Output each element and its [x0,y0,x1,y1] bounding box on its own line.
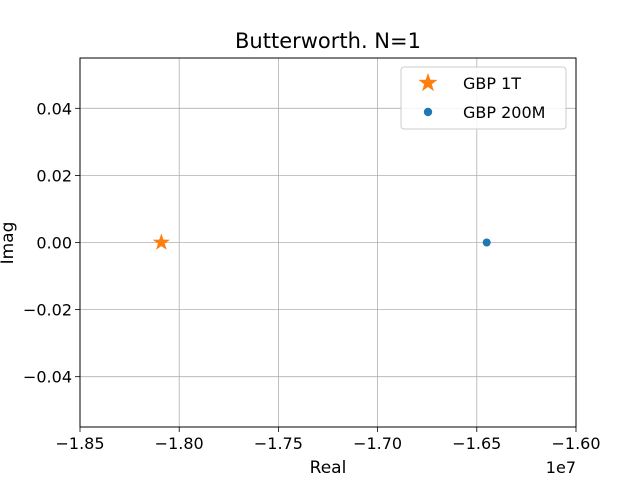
x-axis: −1.85 −1.80 −1.75 −1.70 −1.65 −1.60 [55,427,601,453]
data-point [482,238,491,247]
data-points [152,233,491,250]
legend-entry-label: GBP 200M [463,103,545,122]
legend-marker [423,107,433,117]
x-tick-label: −1.70 [353,434,402,453]
y-tick-label: 0.04 [36,99,72,118]
legend: GBP 1T GBP 200M [400,66,567,130]
legend-entry-label: GBP 1T [463,74,521,93]
x-tick-label: −1.65 [452,434,501,453]
x-tick-label: −1.80 [155,434,204,453]
y-tick-label: −0.02 [23,301,72,320]
x-axis-label: Real [310,458,347,478]
x-tick-label: −1.85 [55,434,104,453]
x-tick-label: −1.60 [551,434,600,453]
chart-title: Butterworth. N=1 [235,29,421,53]
y-axis-label: Imag [0,222,18,265]
y-tick-label: 0.02 [36,166,72,185]
y-axis: −0.04 −0.02 0.00 0.02 0.04 [23,99,80,387]
x-tick-label: −1.75 [254,434,303,453]
legend-frame [400,66,567,130]
y-tick-label: −0.04 [23,368,72,387]
x-offset-label: 1e7 [546,458,576,477]
legend-marker [418,73,438,92]
data-point [152,233,170,250]
y-tick-label: 0.00 [36,234,72,253]
